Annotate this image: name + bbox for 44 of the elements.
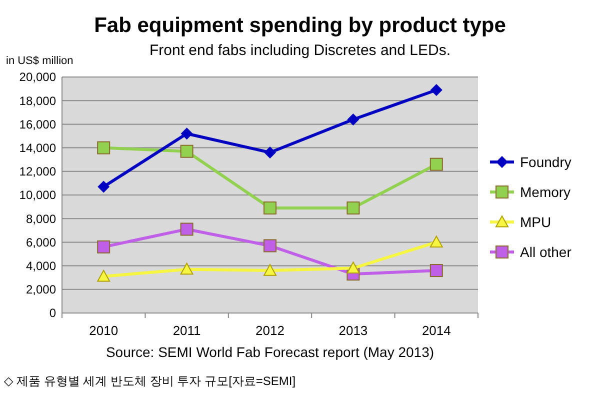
point [264,201,276,214]
point [430,264,443,278]
point [98,180,110,193]
point [347,113,360,126]
x-tick-label: 2011 [172,323,201,338]
x-tick-label: 2013 [338,323,368,338]
point [180,262,194,275]
legend-label: Foundry [520,154,572,170]
y-tick-label: 4,000 [26,259,56,273]
y-tick-label: 0 [49,306,56,320]
y-axis-title: in US$ million [6,55,74,67]
y-tick-label: 16,000 [19,117,56,132]
x-tick-label: 2010 [89,323,118,338]
y-tick-label: 2,000 [26,282,56,297]
point [180,144,194,158]
legend-label: Memory [520,184,571,200]
point [264,239,276,252]
point [97,240,110,254]
chart-subtitle: Front end fabs including Discretes and LEDs. [150,42,450,59]
legend-label: All other [520,244,572,260]
legend-label: MPU [520,214,552,230]
point [346,201,360,214]
text: ◇ 제품 유형별 세계 반도체 장비 투자 규모[자료=SEMI] [4,374,296,388]
point [264,264,276,276]
point [180,222,194,236]
point [430,158,443,171]
chart-title: Fab equipment spending by product type [94,14,506,37]
y-tick-label: 8,000 [26,212,56,226]
y-tick-label: 6,000 [26,235,56,250]
point [346,262,360,274]
point [430,84,442,96]
point [97,270,110,282]
point [264,146,276,159]
point [97,141,110,154]
source-note: Source: SEMI World Fab Forecast report (May 2013) [106,344,434,360]
y-tick-label: 10,000 [19,188,56,202]
x-tick-label: 2012 [256,323,284,338]
y-tick-label: 12,000 [19,164,56,179]
y-tick-label: 14,000 [19,141,56,155]
x-tick-label: 2014 [422,323,451,338]
point [430,236,443,248]
y-tick-label: 20,000 [19,70,56,84]
y-tick-label: 18,000 [19,94,56,108]
point [180,128,193,140]
